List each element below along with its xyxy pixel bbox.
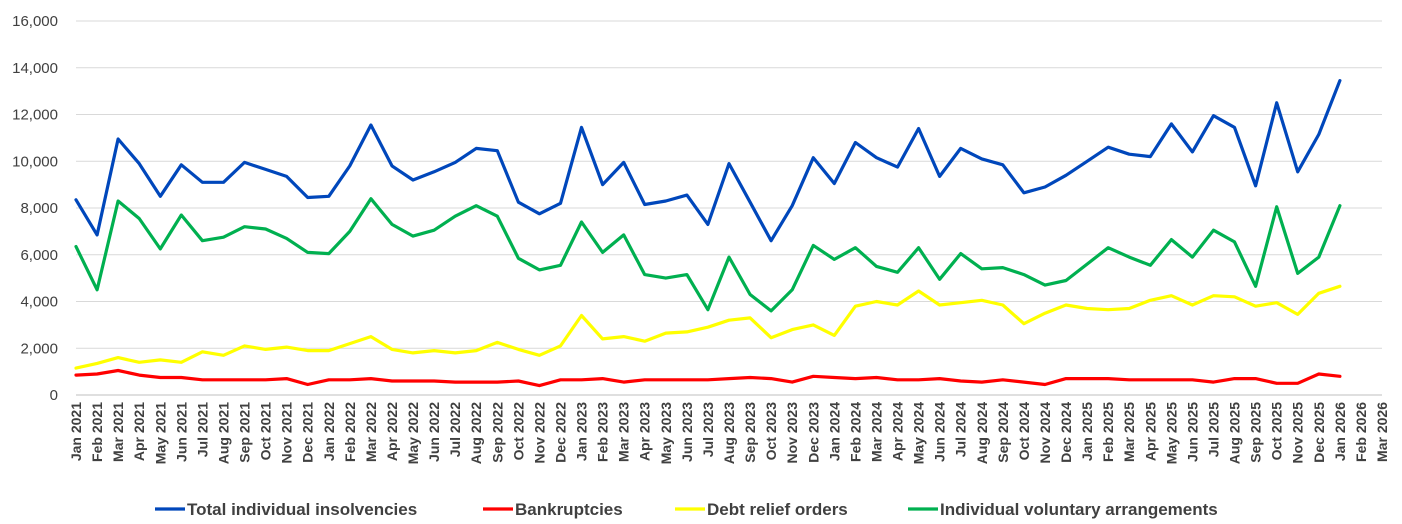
legend-label-debt-relief-orders: Debt relief orders	[707, 500, 848, 519]
legend-label-individual-voluntary-arrangements: Individual voluntary arrangements	[940, 500, 1218, 519]
x-tick-label: May 2022	[405, 402, 421, 464]
legend: Total individual insolvencies Bankruptcie…	[155, 500, 1218, 519]
x-tick-label: Jan 2025	[1079, 402, 1095, 461]
x-axis-ticks: Jan 2021 Feb 2021 Mar 2021 Apr 2021 May 2021…	[68, 402, 1390, 464]
x-tick-label: Aug 2024	[974, 402, 990, 464]
y-tick-label: 2,000	[20, 340, 58, 357]
x-tick-label: Mar 2021	[110, 402, 126, 462]
x-tick-label: Mar 2026	[1374, 402, 1390, 462]
y-axis-ticks: 0 2,000 4,000 6,000 8,000 10,000 12,000 14,000 1…	[12, 13, 58, 404]
x-tick-label: Aug 2023	[721, 402, 737, 464]
x-tick-label: Apr 2022	[384, 402, 400, 461]
x-tick-label: Feb 2023	[595, 402, 611, 462]
x-tick-label: Mar 2022	[363, 402, 379, 462]
x-tick-label: May 2023	[658, 402, 674, 464]
x-tick-label: Mar 2025	[1121, 402, 1137, 462]
x-tick-label: Sep 2023	[742, 402, 758, 463]
x-tick-label: Aug 2025	[1227, 402, 1243, 464]
y-tick-label: 8,000	[20, 200, 58, 217]
x-tick-label: May 2024	[911, 402, 927, 464]
x-tick-label: Jul 2024	[953, 402, 969, 457]
x-tick-label: Sep 2024	[995, 402, 1011, 463]
x-tick-label: May 2025	[1163, 402, 1179, 464]
x-tick-label: Dec 2021	[300, 402, 316, 463]
x-tick-label: Feb 2026	[1353, 402, 1369, 462]
x-tick-label: Apr 2021	[131, 402, 147, 461]
x-tick-label: Dec 2024	[1058, 402, 1074, 463]
series-lines	[74, 78, 1342, 388]
x-tick-label: Mar 2023	[616, 402, 632, 462]
x-tick-label: Jul 2022	[447, 402, 463, 457]
x-tick-label: Dec 2025	[1311, 402, 1327, 463]
x-tick-label: Dec 2023	[805, 402, 821, 463]
x-tick-label: Jan 2022	[321, 402, 337, 461]
x-tick-label: Apr 2024	[890, 402, 906, 461]
x-tick-label: Jul 2021	[194, 402, 210, 457]
x-tick-label: Oct 2024	[1016, 402, 1032, 461]
y-tick-label: 14,000	[12, 60, 58, 77]
x-tick-label: Sep 2021	[237, 402, 253, 463]
series-line-debt-relief-orders	[74, 284, 1342, 370]
gridlines	[76, 20, 1382, 396]
x-tick-label: Oct 2022	[510, 402, 526, 461]
y-tick-label: 12,000	[12, 107, 58, 124]
x-tick-label: Nov 2021	[279, 402, 295, 464]
x-tick-label: Jun 2025	[1184, 402, 1200, 462]
x-tick-label: Jan 2023	[574, 402, 590, 461]
x-tick-label: Apr 2025	[1142, 402, 1158, 461]
x-tick-label: Feb 2021	[89, 402, 105, 462]
x-tick-label: Apr 2023	[637, 402, 653, 461]
y-tick-label: 6,000	[20, 247, 58, 264]
x-tick-label: Oct 2021	[258, 402, 274, 461]
y-tick-label: 4,000	[20, 294, 58, 311]
x-tick-label: Sep 2022	[489, 402, 505, 463]
x-tick-label: Jul 2023	[700, 402, 716, 457]
x-tick-label: Sep 2025	[1248, 402, 1264, 463]
series-line-bankruptcies	[74, 368, 1342, 388]
series-line-individual-voluntary-arrangements	[74, 197, 1342, 313]
x-tick-label: May 2021	[152, 402, 168, 464]
x-tick-label: Oct 2025	[1269, 402, 1285, 461]
x-tick-label: Jun 2023	[679, 402, 695, 462]
x-tick-label: Jun 2024	[932, 402, 948, 462]
x-tick-label: Mar 2024	[868, 402, 884, 462]
y-tick-label: 10,000	[12, 153, 58, 170]
x-tick-label: Feb 2025	[1100, 402, 1116, 462]
x-tick-label: Jan 2021	[68, 402, 84, 461]
x-tick-label: Jul 2025	[1205, 402, 1221, 457]
x-tick-label: Aug 2021	[215, 402, 231, 464]
x-tick-label: Nov 2022	[531, 402, 547, 464]
x-tick-label: Feb 2024	[847, 402, 863, 462]
series-line-total-individual-insolvencies	[74, 78, 1342, 243]
x-tick-label: Jun 2022	[426, 402, 442, 462]
x-tick-label: Nov 2023	[784, 402, 800, 464]
x-tick-label: Nov 2025	[1290, 402, 1306, 464]
x-tick-label: Jun 2021	[173, 402, 189, 462]
y-tick-label: 16,000	[12, 13, 58, 30]
legend-label-bankruptcies: Bankruptcies	[515, 500, 623, 519]
x-tick-label: Nov 2024	[1037, 402, 1053, 464]
x-tick-label: Oct 2023	[763, 402, 779, 461]
legend-label-total-individual-insolvencies: Total individual insolvencies	[187, 500, 417, 519]
x-tick-label: Aug 2022	[468, 402, 484, 464]
x-tick-label: Jan 2024	[826, 402, 842, 461]
x-tick-label: Feb 2022	[342, 402, 358, 462]
x-tick-label: Dec 2022	[552, 402, 568, 463]
y-tick-label: 0	[50, 387, 58, 404]
x-tick-label: Jan 2026	[1332, 402, 1348, 461]
